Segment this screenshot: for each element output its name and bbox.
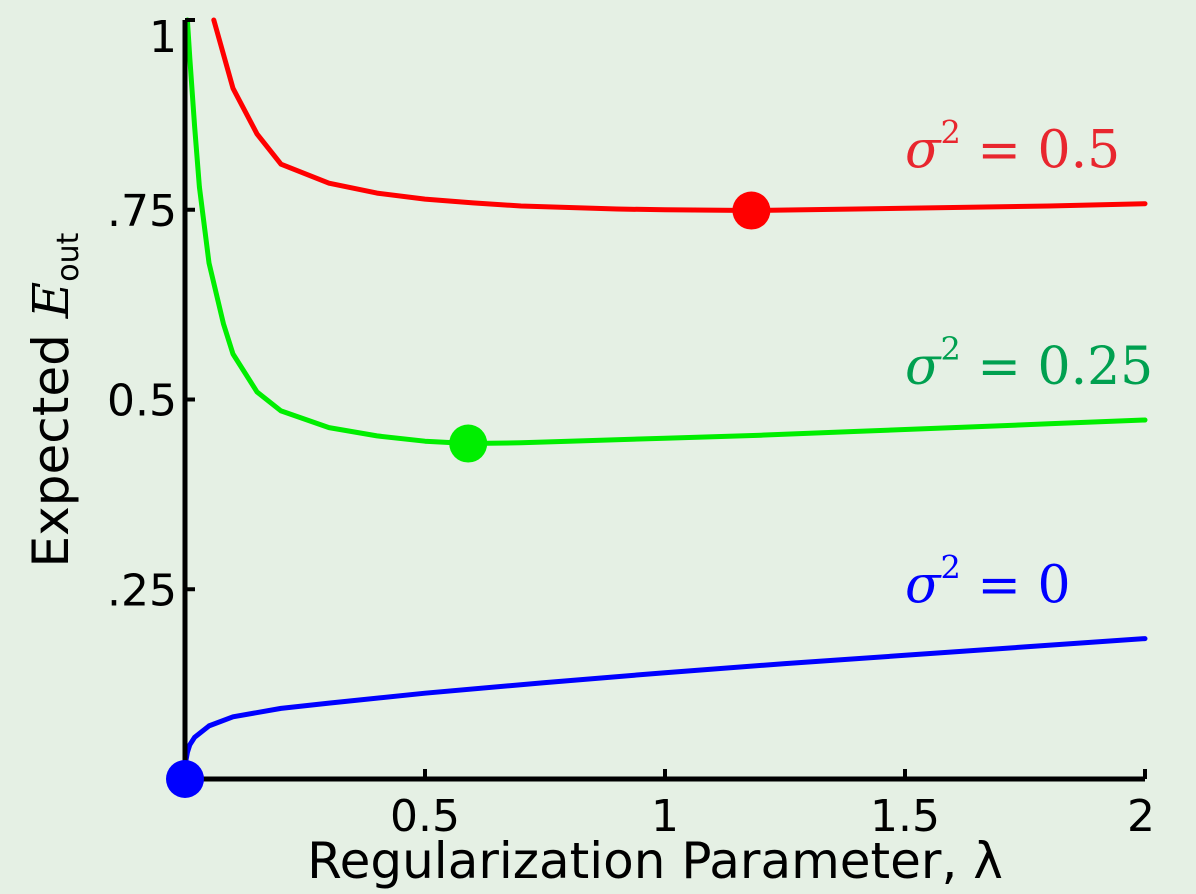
minimum-marker-2: [166, 760, 204, 798]
series-label-value-1: = 0.25: [961, 337, 1153, 397]
series-line-2: [182, 636, 1148, 782]
x-tick-label-3: 2: [1127, 791, 1155, 842]
axes: 0.5 1 1.5 2 .25 0.5 .75 1: [107, 12, 1155, 842]
series-label-symbol-1: σ: [905, 337, 942, 397]
y-tick-label-3: 1: [149, 12, 177, 63]
minimum-markers: [166, 191, 771, 798]
series-label-0: σ2 = 0.5: [905, 114, 1120, 181]
series-label-superscript-2: 2: [941, 549, 961, 587]
x-tick-label-2: 1.5: [870, 791, 940, 842]
series-label-2: σ2 = 0: [905, 549, 1071, 616]
minimum-marker-0: [732, 191, 771, 230]
series-label-1: σ2 = 0.25: [905, 330, 1153, 397]
series-label-superscript-0: 2: [941, 114, 961, 152]
x-tick-label-1: 1: [651, 791, 679, 842]
y-tick-label-0: .25: [107, 565, 177, 616]
y-axis-title-text: Expected: [22, 334, 80, 567]
x-axis-title: Regularization Parameter, λ: [307, 832, 1003, 890]
series-label-symbol-2: σ: [905, 556, 942, 616]
series-line-1: [184, 17, 1148, 446]
y-tick-label-1: 0.5: [107, 376, 177, 427]
y-axis-title-symbol: E: [22, 282, 80, 320]
series-line-0: [211, 17, 1148, 213]
series-label-value-2: = 0: [961, 556, 1071, 616]
y-tick-label-2: .75: [107, 186, 177, 237]
series-label-superscript-1: 2: [941, 330, 961, 368]
minimum-marker-1: [449, 424, 488, 463]
y-axis-title: Expected Eout: [22, 232, 86, 567]
series-curves: [182, 17, 1148, 782]
series-label-value-0: = 0.5: [961, 121, 1120, 181]
series-label-symbol-0: σ: [905, 121, 942, 181]
x-tick-label-0: 0.5: [390, 791, 460, 842]
y-axis-title-subscript: out: [51, 232, 86, 281]
